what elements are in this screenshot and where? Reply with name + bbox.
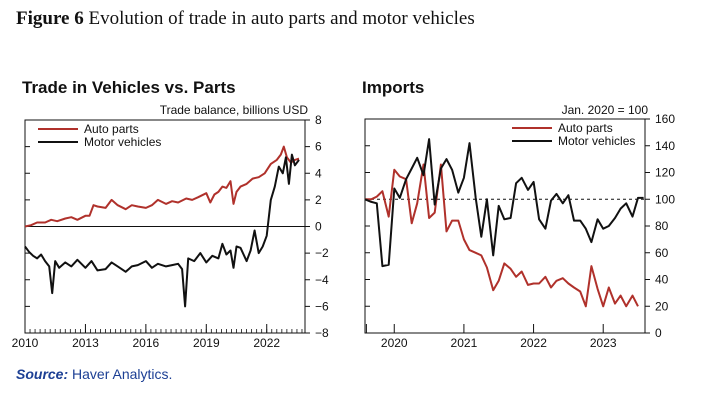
x-tick-label: 2022 <box>253 336 280 350</box>
figure-title: Figure 6 Evolution of trade in auto part… <box>16 8 475 30</box>
source-text: Haver Analytics. <box>72 366 173 382</box>
y-tick-label: −4 <box>315 273 329 287</box>
x-tick-label: 2020 <box>381 336 408 350</box>
x-tick-label: 2019 <box>193 336 220 350</box>
figure-label: Figure 6 <box>16 8 84 29</box>
source-label: Source: <box>16 366 69 382</box>
x-tick-label: 2022 <box>520 336 547 350</box>
y-tick-label: 80 <box>655 219 669 233</box>
left-panel-title: Trade in Vehicles vs. Parts <box>22 78 236 97</box>
y-tick-label: 2 <box>315 193 322 207</box>
y-tick-label: 0 <box>655 326 662 340</box>
y-tick-label: 0 <box>315 220 322 234</box>
legend-label-auto-parts: Auto parts <box>558 121 613 135</box>
y-tick-label: 120 <box>655 166 675 180</box>
legend-label-motor-vehicles: Motor vehicles <box>84 135 161 149</box>
y-tick-label: −6 <box>315 299 329 313</box>
plot-frame <box>364 118 646 334</box>
y-tick-label: 160 <box>655 112 675 126</box>
y-tick-label: 4 <box>315 166 322 180</box>
figure-title-text: Evolution of trade in auto parts and mot… <box>88 8 475 29</box>
legend-label-auto-parts: Auto parts <box>84 122 139 136</box>
y-tick-label: 20 <box>655 299 669 313</box>
series-line-motor-vehicles <box>364 138 644 268</box>
series-line-auto-parts <box>365 163 639 308</box>
x-tick-label: 2016 <box>133 336 160 350</box>
y-tick-label: 60 <box>655 246 669 260</box>
y-axis-label: Jan. 2020 = 100 <box>562 103 649 117</box>
trade-balance-chart: −8 −6 −4 −2 0 2 4 6 8 2010 2013 2016 2019 2022 Trade b… <box>12 103 329 350</box>
y-tick-label: 100 <box>655 192 675 206</box>
x-tick-label: 2021 <box>451 336 478 350</box>
series-line-auto-parts <box>24 145 300 228</box>
right-panel-title: Imports <box>362 78 425 97</box>
y-tick-label: −2 <box>315 246 329 260</box>
y-tick-label: 40 <box>655 273 669 287</box>
y-tick-label: 6 <box>315 140 322 154</box>
legend-label-motor-vehicles: Motor vehicles <box>558 134 635 148</box>
x-tick-label: 2013 <box>72 336 99 350</box>
imports-chart: 0 20 40 60 80 100 120 140 160 2020 2021 2022 2023 Jan… <box>364 103 675 350</box>
y-tick-label: 140 <box>655 139 675 153</box>
source-note: Source: Haver Analytics. <box>16 366 172 382</box>
series-line-motor-vehicles <box>24 153 300 308</box>
y-axis-label: Trade balance, billions USD <box>160 103 309 117</box>
x-tick-label: 2023 <box>590 336 617 350</box>
x-tick-label: 2010 <box>12 336 39 350</box>
y-tick-label: 8 <box>315 113 322 127</box>
y-tick-label: −8 <box>315 326 329 340</box>
